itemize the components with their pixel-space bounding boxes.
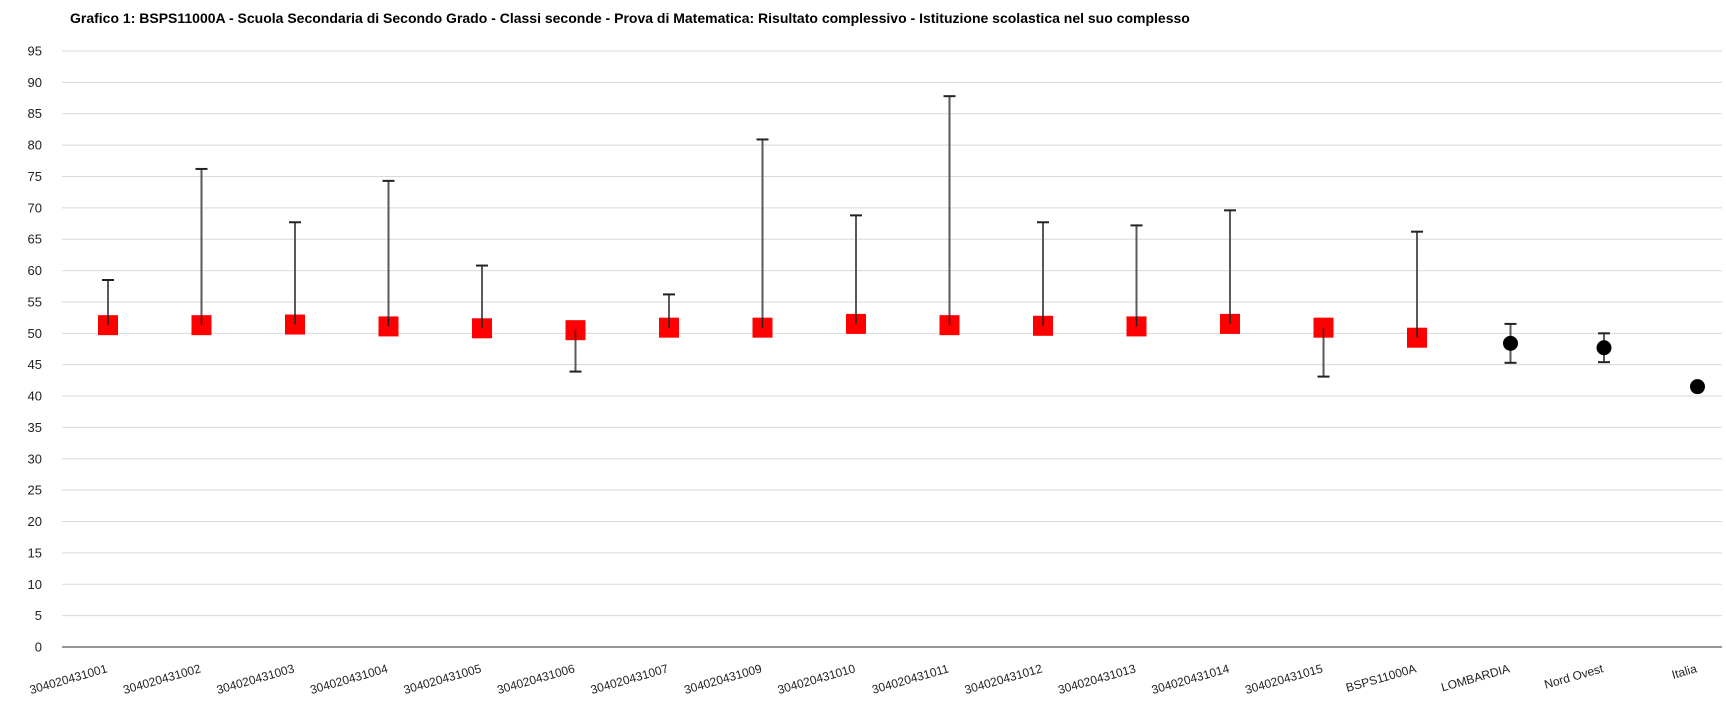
y-tick-label: 55 bbox=[28, 294, 42, 309]
y-tick-label: 95 bbox=[28, 44, 42, 59]
y-tick-label: 70 bbox=[28, 200, 42, 215]
y-tick-label: 75 bbox=[28, 169, 42, 184]
y-tick-label: 80 bbox=[28, 138, 42, 153]
x-tick-label: 304020431009 bbox=[682, 661, 763, 697]
y-tick-label: 90 bbox=[28, 75, 42, 90]
x-tick-label: LOMBARDIA bbox=[1440, 661, 1512, 694]
y-tick-label: 15 bbox=[28, 545, 42, 560]
data-point-circle bbox=[1690, 379, 1705, 395]
x-tick-label: 304020431013 bbox=[1056, 661, 1137, 697]
x-tick-label: 304020431015 bbox=[1243, 661, 1324, 697]
x-tick-label: 304020431001 bbox=[28, 661, 109, 697]
y-tick-label: 60 bbox=[28, 263, 42, 278]
y-tick-label: 65 bbox=[28, 232, 42, 247]
y-tick-label: 5 bbox=[35, 608, 42, 623]
y-tick-label: 85 bbox=[28, 106, 42, 121]
x-tick-label: Nord Ovest bbox=[1543, 661, 1606, 691]
data-point-circle bbox=[1503, 335, 1518, 351]
y-tick-label: 40 bbox=[28, 389, 42, 404]
x-tick-label: Italia bbox=[1670, 661, 1699, 682]
chart-title: Grafico 1: BSPS11000A - Scuola Secondari… bbox=[70, 10, 1190, 26]
x-tick-label: 304020431010 bbox=[776, 661, 857, 697]
y-tick-label: 45 bbox=[28, 357, 42, 372]
x-tick-label: 304020431003 bbox=[215, 661, 296, 697]
y-tick-label: 35 bbox=[28, 420, 42, 435]
x-tick-label: 304020431004 bbox=[308, 661, 389, 697]
y-tick-label: 50 bbox=[28, 326, 42, 341]
y-tick-label: 0 bbox=[35, 640, 42, 655]
y-tick-label: 25 bbox=[28, 483, 42, 498]
y-tick-label: 30 bbox=[28, 451, 42, 466]
x-tick-label: 304020431005 bbox=[402, 661, 483, 697]
x-tick-label: 304020431011 bbox=[870, 661, 950, 696]
y-tick-label: 20 bbox=[28, 514, 42, 529]
x-tick-label: 304020431006 bbox=[495, 661, 576, 697]
x-tick-label: 304020431012 bbox=[963, 661, 1044, 697]
data-point-circle bbox=[1596, 340, 1612, 356]
x-tick-label: 304020431002 bbox=[121, 661, 202, 697]
x-tick-label: 304020431014 bbox=[1150, 661, 1231, 697]
x-tick-label: 304020431007 bbox=[589, 661, 670, 697]
y-tick-label: 10 bbox=[28, 577, 42, 592]
x-tick-label: BSPS11000A bbox=[1344, 661, 1418, 694]
